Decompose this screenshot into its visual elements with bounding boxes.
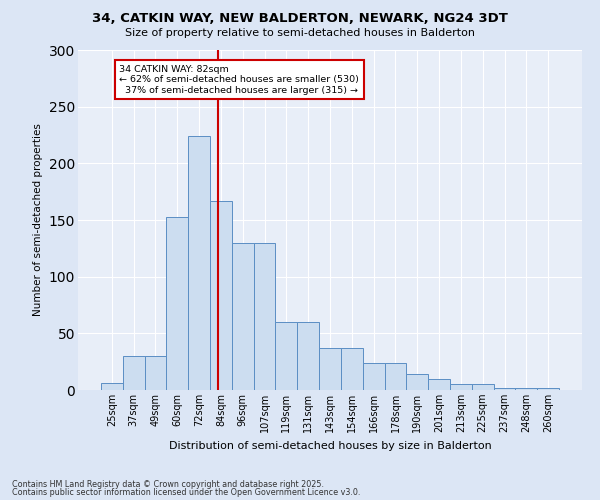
Bar <box>275 322 297 390</box>
Bar <box>537 388 559 390</box>
Bar <box>123 356 145 390</box>
Bar <box>297 322 319 390</box>
Y-axis label: Number of semi-detached properties: Number of semi-detached properties <box>33 124 43 316</box>
Bar <box>494 388 515 390</box>
Text: Contains public sector information licensed under the Open Government Licence v3: Contains public sector information licen… <box>12 488 361 497</box>
X-axis label: Distribution of semi-detached houses by size in Balderton: Distribution of semi-detached houses by … <box>169 440 491 450</box>
Bar <box>472 384 494 390</box>
Bar <box>515 388 537 390</box>
Bar <box>363 363 385 390</box>
Bar <box>210 200 232 390</box>
Text: 34 CATKIN WAY: 82sqm
← 62% of semi-detached houses are smaller (530)
  37% of se: 34 CATKIN WAY: 82sqm ← 62% of semi-detac… <box>119 64 359 94</box>
Bar <box>166 216 188 390</box>
Bar <box>254 242 275 390</box>
Bar <box>101 383 123 390</box>
Text: 34, CATKIN WAY, NEW BALDERTON, NEWARK, NG24 3DT: 34, CATKIN WAY, NEW BALDERTON, NEWARK, N… <box>92 12 508 26</box>
Bar <box>428 378 450 390</box>
Bar <box>232 242 254 390</box>
Bar <box>450 384 472 390</box>
Bar <box>341 348 363 390</box>
Bar <box>385 363 406 390</box>
Bar <box>188 136 210 390</box>
Bar <box>406 374 428 390</box>
Text: Contains HM Land Registry data © Crown copyright and database right 2025.: Contains HM Land Registry data © Crown c… <box>12 480 324 489</box>
Bar <box>319 348 341 390</box>
Text: Size of property relative to semi-detached houses in Balderton: Size of property relative to semi-detach… <box>125 28 475 38</box>
Bar <box>145 356 166 390</box>
